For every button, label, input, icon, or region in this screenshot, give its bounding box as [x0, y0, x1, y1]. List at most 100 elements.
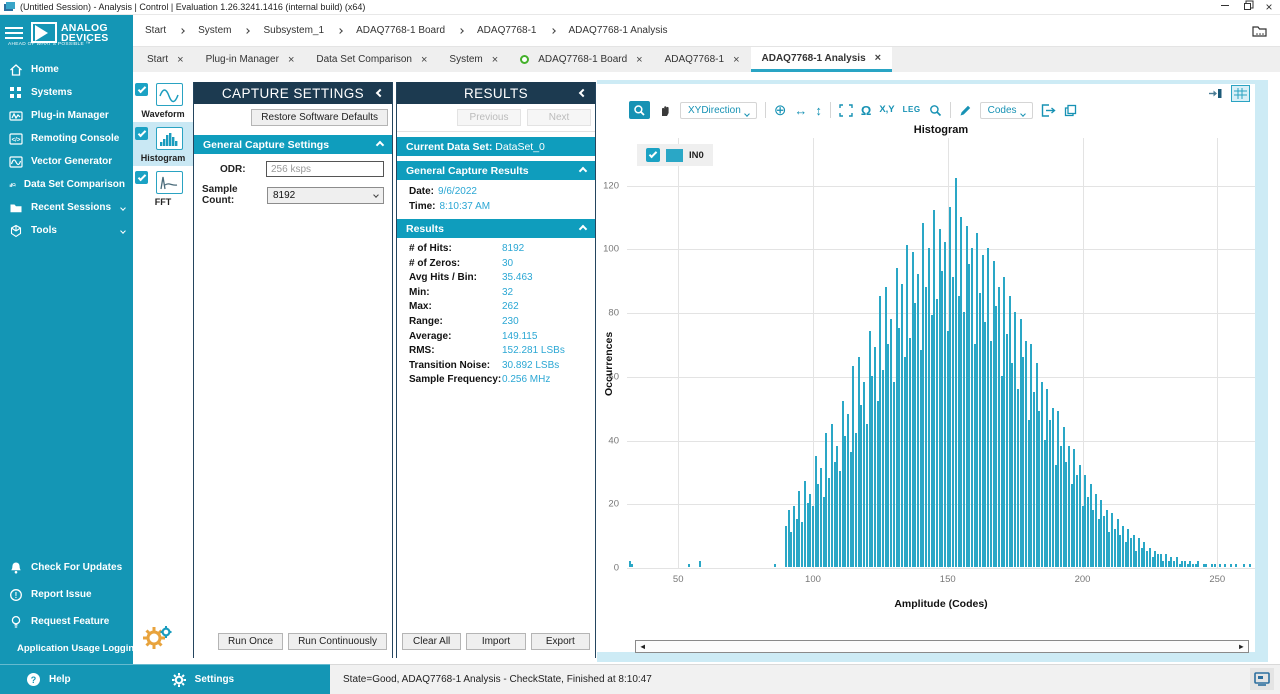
chart-horizontal-scrollbar[interactable]: ◄ ► [635, 640, 1249, 653]
svg-text:</>: </> [12, 137, 21, 143]
center-crosshair-tool-button[interactable]: ⊕ [773, 101, 787, 119]
close-button[interactable]: × [1265, 0, 1273, 14]
bell-icon [11, 562, 21, 573]
restore-software-defaults-button[interactable]: Restore Software Defaults [251, 109, 388, 126]
codes-units-dropdown[interactable]: Codes [979, 101, 1033, 119]
breadcrumb-item[interactable]: ADAQ7768-1 Board [356, 25, 446, 36]
screenshot-tool-icon[interactable] [1250, 668, 1274, 690]
copy-chart-button[interactable] [1064, 104, 1077, 117]
histogram-plot-area[interactable]: 0 20 40 60 80 100 120 50 100 150 200 250 [603, 138, 1255, 585]
histogram-bar [989, 340, 992, 567]
sample-count-dropdown[interactable]: 8192 [267, 186, 384, 204]
tab-adaq7768-1[interactable]: ADAQ7768-1 × [664, 53, 740, 66]
sidebar-item-request-feature[interactable]: Request Feature [0, 610, 133, 633]
report-issue-icon: ! [10, 588, 22, 601]
restore-button[interactable] [1236, 0, 1258, 15]
tab-plugin-manager[interactable]: Plug-in Manager × [205, 53, 295, 66]
collapse-panel-icon[interactable] [375, 88, 385, 98]
previous-button[interactable]: Previous [457, 109, 521, 126]
tab-start[interactable]: Start × [147, 53, 184, 66]
breadcrumb-item[interactable]: System [198, 25, 232, 36]
histogram-checkbox[interactable] [135, 127, 148, 140]
legend-checkbox[interactable] [646, 148, 660, 162]
general-capture-results-section[interactable]: General Capture Results [397, 161, 595, 180]
toggle-legend-button[interactable]: LEG [902, 105, 921, 114]
tab-adaq7768-1-analysis[interactable]: ADAQ7768-1 Analysis × [750, 47, 893, 72]
tab-close-icon[interactable]: × [636, 53, 643, 66]
x-tick-label: 200 [1074, 574, 1091, 585]
waveform-checkbox[interactable] [135, 83, 148, 96]
fft-checkbox[interactable] [135, 171, 148, 184]
histogram-bar [973, 344, 976, 567]
pan-hand-tool-button[interactable] [658, 103, 672, 117]
toolstrip-item-fft[interactable]: FFT [133, 166, 193, 210]
undo-zoom-button[interactable]: Ω [860, 102, 872, 118]
histogram-bar [1229, 563, 1232, 567]
tab-close-icon[interactable]: × [874, 52, 882, 64]
scroll-right-arrow-icon[interactable]: ► [1237, 642, 1245, 651]
settings-button[interactable]: Settings [171, 672, 234, 688]
toolstrip-item-waveform[interactable]: Waveform [133, 78, 193, 122]
sidebar-item-recent-sessions[interactable]: Recent Sessions [0, 196, 133, 219]
x-tick-label: 250 [1209, 574, 1226, 585]
results-section[interactable]: Results [397, 219, 595, 238]
tab-close-icon[interactable]: × [420, 53, 428, 66]
import-button[interactable]: Import [466, 633, 526, 650]
zoom-region-tool-button[interactable] [929, 104, 942, 117]
chart-legend: IN0 [637, 144, 713, 166]
sidebar-item-plugin-manager[interactable]: Plug-in Manager [0, 104, 133, 127]
sidebar-item-tools[interactable]: Tools [0, 219, 133, 242]
histogram-bar [836, 445, 839, 567]
hamburger-menu-icon[interactable] [5, 24, 23, 42]
toggle-axes-button[interactable]: X,Y [879, 104, 895, 116]
zoom-select-tool-button[interactable] [629, 101, 650, 119]
sidebar-item-data-set-comparison[interactable]: Data Set Comparison [0, 173, 133, 196]
next-button[interactable]: Next [527, 109, 591, 126]
toolstrip-item-histogram[interactable]: Histogram [133, 122, 193, 166]
sidebar-item-vector-generator[interactable]: Vector Generator [0, 150, 133, 173]
tab-close-icon[interactable]: × [491, 53, 499, 66]
breadcrumb-item[interactable]: Start [145, 25, 167, 36]
clear-all-button[interactable]: Clear All [402, 633, 462, 650]
minimize-button[interactable] [1214, 0, 1236, 15]
xy-direction-dropdown[interactable]: XYDirection [680, 101, 757, 119]
run-continuously-button[interactable]: Run Continuously [288, 633, 387, 650]
sidebar-item-check-for-updates[interactable]: Check For Updates [0, 556, 133, 579]
tab-close-icon[interactable]: × [177, 53, 184, 66]
tab-adaq7768-1-board[interactable]: ADAQ7768-1 Board × [509, 47, 653, 72]
gridline-vertical [1082, 138, 1084, 568]
breadcrumb-item[interactable]: Subsystem_1 [263, 25, 325, 36]
collapse-chart-panel-icon[interactable] [1208, 87, 1223, 100]
vertical-zoom-tool-button[interactable]: ↕ [815, 102, 822, 118]
help-button[interactable]: ? Help [26, 672, 71, 687]
odr-input[interactable] [266, 161, 384, 177]
sidebar-item-report-issue[interactable]: ! Report Issue [0, 583, 133, 606]
tab-system[interactable]: System × [449, 53, 499, 66]
general-capture-settings-section[interactable]: General Capture Settings [194, 135, 392, 154]
grid-view-toggle-icon[interactable] [1231, 85, 1250, 102]
tab-close-icon[interactable]: × [287, 53, 295, 66]
analysis-settings-gear-icon[interactable] [141, 624, 173, 652]
export-chart-button[interactable] [1041, 103, 1056, 117]
tab-close-icon[interactable]: × [733, 53, 740, 66]
horizontal-zoom-tool-button[interactable]: ↔ [794, 102, 808, 118]
session-folder-icon[interactable] [1251, 23, 1268, 38]
run-once-button[interactable]: Run Once [218, 633, 284, 650]
histogram-icon [155, 127, 183, 150]
histogram-bar [860, 404, 863, 567]
export-button[interactable]: Export [530, 633, 590, 650]
tab-data-set-comparison[interactable]: Data Set Comparison × [316, 53, 428, 66]
histogram-bar [838, 471, 841, 567]
annotate-pencil-button[interactable] [959, 104, 972, 117]
breadcrumb-item[interactable]: ADAQ7768-1 Analysis [568, 25, 668, 36]
collapse-panel-icon[interactable] [578, 88, 588, 98]
sidebar-item-systems[interactable]: Systems [0, 81, 133, 104]
scroll-left-arrow-icon[interactable]: ◄ [639, 642, 647, 651]
sidebar-item-home[interactable]: Home [0, 58, 133, 81]
histogram-bar [1178, 563, 1181, 567]
sidebar-item-application-usage-logging[interactable]: Application Usage Logging [0, 637, 140, 660]
breadcrumb-item[interactable]: ADAQ7768-1 [477, 25, 537, 36]
sidebar-item-remoting-console[interactable]: </> Remoting Console [0, 127, 133, 150]
fit-to-view-button[interactable] [839, 103, 853, 117]
histogram-bar [1008, 296, 1011, 567]
